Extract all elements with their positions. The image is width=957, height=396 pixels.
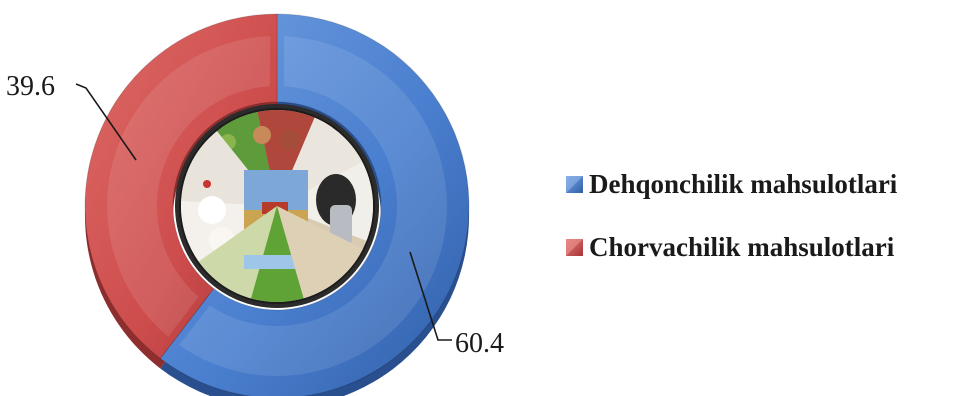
legend-item-chorvachilik: Chorvachilik mahsulotlari bbox=[566, 231, 897, 262]
data-label-dehqonchilik: 60.4 bbox=[455, 328, 504, 359]
legend-swatch-blue bbox=[566, 175, 583, 193]
slice-dehqonchilik-bevel bbox=[179, 36, 448, 376]
center-image bbox=[175, 104, 379, 308]
data-label-chorvachilik: 39.6 bbox=[6, 71, 55, 102]
leader-line-chorvachilik bbox=[75, 83, 137, 161]
slice-chorvachilik bbox=[84, 13, 278, 360]
legend: Dehqonchilik mahsulotlari Chorvachilik m… bbox=[566, 168, 898, 296]
legend-label-chorvachilik: Chorvachilik mahsulotlari bbox=[589, 231, 895, 262]
leader-line-dehqonchilik bbox=[409, 251, 452, 341]
legend-item-dehqonchilik: Dehqonchilik mahsulotlari bbox=[566, 168, 898, 199]
slice-dehqonchilik bbox=[159, 13, 470, 396]
legend-label-dehqonchilik: Dehqonchilik mahsulotlari bbox=[589, 168, 898, 199]
slices-group bbox=[84, 13, 470, 396]
slice-chorvachilik-bevel bbox=[106, 36, 271, 337]
legend-swatch-red bbox=[566, 238, 583, 256]
